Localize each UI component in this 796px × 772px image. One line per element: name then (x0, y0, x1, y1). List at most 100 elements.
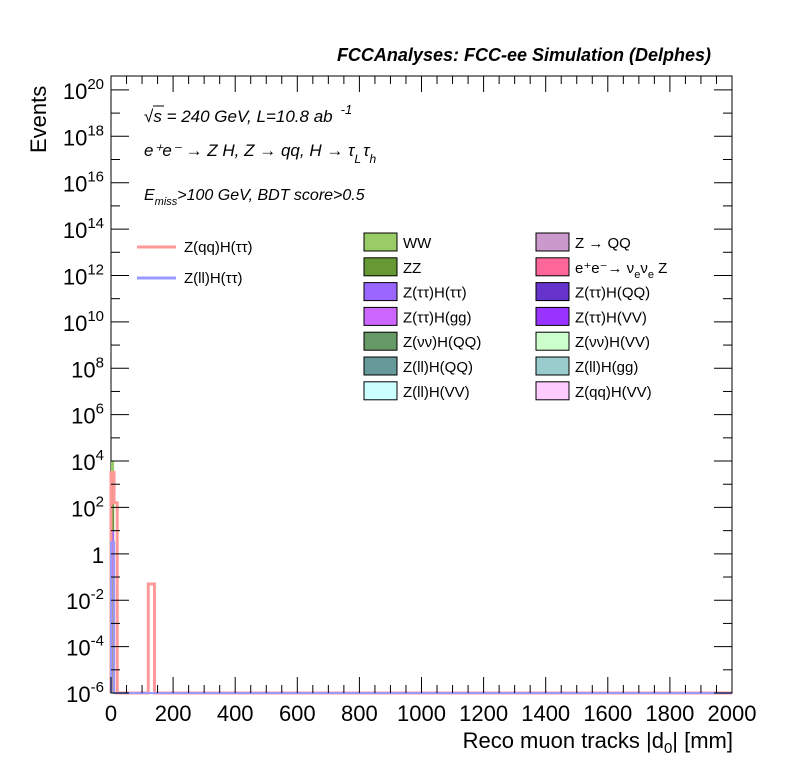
y-tick-exponent: -4 (91, 633, 104, 650)
y-tick-exponent: 2 (96, 493, 104, 510)
y-tick-label: 102 (71, 493, 104, 521)
y-tick-label: 1020 (63, 76, 104, 104)
legend-fill-label: Z(ll)H(QQ) (403, 359, 473, 376)
legend-fill-swatch (535, 381, 570, 401)
legend-fill-swatch (363, 331, 398, 351)
legend-fill-swatch (535, 232, 570, 252)
y-tick-exponent: 6 (96, 401, 104, 418)
annotation-tau-sub-l: L (354, 152, 361, 166)
legend-line-label: Z(qq)H(ττ) (184, 239, 253, 256)
x-tick-label: 1000 (397, 701, 446, 726)
y-tick-base: 10 (63, 264, 87, 289)
annotation-process: e⁺e⁻ → Z H, Z → qq, H → τL τh (144, 141, 376, 166)
y-tick-base: 10 (63, 311, 87, 336)
annotation-energy-lumi: √s = 240 GeV, L=10.8 ab -1 (144, 102, 352, 126)
legend-signal: Z(qq)H(ττ) Z(ll)H(ττ) (137, 239, 253, 287)
y-tick-base: 10 (63, 125, 87, 150)
x-axis-label-tail: | [mm] (672, 728, 733, 753)
legend-fill-swatch (535, 282, 570, 302)
y-tick-label: 106 (71, 401, 104, 429)
x-axis-label: Reco muon tracks |d0| [mm] (463, 728, 733, 757)
x-tick-label: 400 (217, 701, 254, 726)
legend-fill-swatch (363, 257, 398, 277)
legend-label-part: Z (654, 260, 667, 277)
legend-fill-swatch (363, 306, 398, 326)
y-tick-base: 10 (71, 496, 95, 521)
legend-line-label: Z(ll)H(ττ) (184, 270, 243, 287)
y-tick-base: 10 (71, 357, 95, 382)
axis-ticks (110, 76, 733, 694)
x-tick-label: 2000 (708, 701, 757, 726)
annotation-cuts: Emiss>100 GeV, BDT score>0.5 (144, 187, 365, 208)
legend-fill-swatch (363, 282, 398, 302)
legend-fill-swatch (535, 356, 570, 376)
legend-fill-label: Z(qq)H(VV) (575, 384, 652, 401)
signal-line-1 (109, 471, 732, 695)
x-tick-label: 1600 (583, 701, 632, 726)
legend-fill-label: e⁺e⁻→ νeνe Z (575, 260, 667, 281)
x-tick-label: 1400 (521, 701, 570, 726)
y-tick-label: 1010 (63, 308, 104, 336)
legend-label-part: e⁺e⁻→ ν (575, 260, 634, 277)
x-axis-label-sub: 0 (664, 740, 672, 757)
y-tick-label: 1014 (63, 215, 104, 243)
chart-title: FCCAnalyses: FCC-ee Simulation (Delphes) (337, 45, 711, 65)
signal-lines (109, 471, 732, 695)
legend-fill-swatch (535, 257, 570, 277)
legend-fill-label: Z(ττ)H(VV) (575, 309, 647, 326)
y-tick-exponent: 8 (96, 354, 104, 371)
x-tick-label: 1200 (459, 701, 508, 726)
y-tick-base: 10 (71, 450, 95, 475)
x-tick-label: 800 (341, 701, 378, 726)
x-tick-label: 1800 (645, 701, 694, 726)
y-tick-exponent: 4 (96, 447, 104, 464)
annotation-lumi-exp: -1 (341, 102, 353, 117)
y-tick-base: 10 (63, 218, 87, 243)
y-tick-base: 10 (63, 172, 87, 197)
y-tick-exponent: 18 (87, 122, 104, 139)
legend-fill-label: Z(ττ)H(QQ) (575, 285, 650, 302)
y-tick-base: 10 (66, 636, 90, 661)
x-tick-label: 200 (155, 701, 192, 726)
bar-z-ll-h-qq- (111, 577, 115, 693)
legend-fill-label: Z(ll)H(gg) (575, 359, 638, 376)
legend-label-part: e (648, 269, 654, 281)
y-tick-exponent: 16 (87, 169, 104, 186)
y-tick-exponent: 12 (87, 261, 104, 278)
legend-fill-swatch (535, 306, 570, 326)
legend-backgrounds-col2: Z → QQe⁺e⁻→ νeνe ZZ(ττ)H(QQ)Z(ττ)H(VV)Z(… (535, 232, 667, 401)
legend-fill-swatch (363, 232, 398, 252)
annotation-miss-sub: miss (155, 196, 178, 208)
y-axis-label: Events (26, 86, 51, 153)
annotation-e: E (144, 187, 155, 204)
legend-fill-label: ZZ (403, 260, 421, 277)
y-tick-base: 10 (63, 79, 87, 104)
legend-fill-label: Z(νν)H(QQ) (403, 334, 481, 351)
y-tick-exponent: -6 (91, 679, 104, 696)
y-tick-base: 10 (66, 682, 90, 707)
y-tick-label: 1016 (63, 169, 104, 197)
legend-fill-label: Z(νν)H(VV) (575, 334, 650, 351)
y-tick-exponent: 20 (87, 76, 104, 93)
x-tick-labels: 0 200 400 600 800 1000 1200 1400 1600 1800 2000 (105, 701, 757, 726)
annotation-tau-sub-h: h (369, 152, 376, 166)
annotation-s: s (153, 107, 162, 126)
legend-fill-label: WW (403, 235, 432, 252)
y-tick-label: 10-4 (66, 633, 104, 661)
annotation-block: √s = 240 GeV, L=10.8 ab -1 e⁺e⁻ → Z H, Z … (144, 102, 376, 208)
legend-fill-label: Z(ττ)H(ττ) (403, 285, 467, 302)
annotation-cuts-text: >100 GeV, BDT score>0.5 (177, 187, 364, 204)
annotation-process-text: e⁺e⁻ → Z H, Z → qq, H → τ (144, 141, 356, 160)
x-tick-label: 600 (279, 701, 316, 726)
x-tick-label: 0 (105, 701, 117, 726)
y-tick-exponent: 14 (87, 215, 104, 232)
legend-fill-swatch (363, 356, 398, 376)
y-tick-label: 104 (71, 447, 104, 475)
x-axis-label-main: Reco muon tracks |d (463, 728, 664, 753)
y-tick-label: 1012 (63, 261, 104, 289)
signal-line-2 (110, 541, 732, 694)
legend-fill-label: Z(ll)H(VV) (403, 384, 470, 401)
legend-backgrounds-col1: WW ZZ Z(ττ)H(ττ) Z(ττ)H(gg) Z(νν)H(QQ) Z(ll)H… (363, 232, 481, 401)
y-tick-label: 10-2 (66, 586, 104, 614)
